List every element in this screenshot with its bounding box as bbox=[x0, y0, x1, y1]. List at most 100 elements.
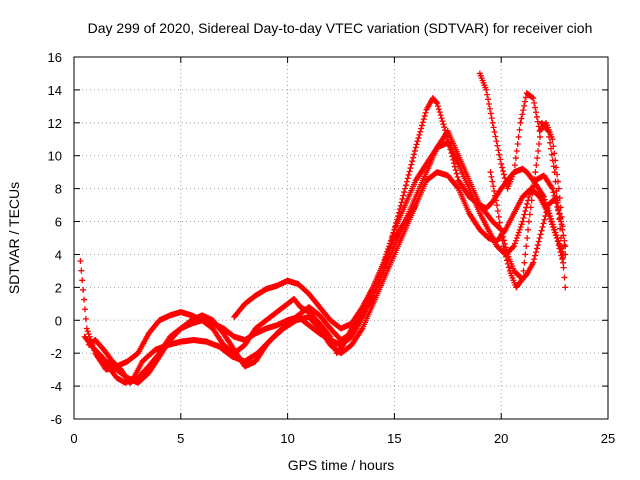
data-point-marker bbox=[537, 231, 544, 238]
data-point-marker bbox=[413, 141, 420, 148]
data-point-marker bbox=[550, 189, 557, 196]
data-point-marker bbox=[436, 109, 443, 116]
data-point-marker bbox=[511, 240, 518, 247]
data-point-marker bbox=[403, 178, 410, 185]
x-tick-label: 10 bbox=[280, 431, 294, 446]
data-point-marker bbox=[494, 207, 501, 214]
data-point-marker bbox=[498, 231, 505, 238]
y-tick-label: 8 bbox=[55, 182, 62, 197]
data-point-marker bbox=[519, 111, 526, 118]
data-point-marker bbox=[492, 133, 499, 140]
data-point-marker bbox=[536, 140, 543, 147]
data-point-marker bbox=[414, 138, 421, 145]
data-point-marker bbox=[547, 215, 554, 222]
data-point-marker bbox=[500, 171, 507, 178]
data-point-marker bbox=[522, 98, 529, 105]
data-point-marker bbox=[440, 121, 447, 128]
data-point-marker bbox=[408, 161, 415, 168]
data-point-marker bbox=[511, 162, 518, 169]
data-point-marker bbox=[81, 296, 88, 303]
data-point-marker bbox=[532, 249, 539, 256]
data-point-marker bbox=[553, 187, 560, 194]
series-track-1 bbox=[77, 95, 567, 373]
data-point-marker bbox=[548, 218, 555, 225]
data-point-marker bbox=[511, 243, 518, 250]
data-point-marker bbox=[532, 252, 539, 259]
data-point-marker bbox=[512, 155, 519, 162]
data-point-marker bbox=[405, 171, 412, 178]
data-point-marker bbox=[545, 128, 552, 135]
data-point-marker bbox=[527, 204, 534, 211]
data-point-marker bbox=[537, 126, 544, 133]
data-point-marker bbox=[397, 202, 404, 209]
data-point-marker bbox=[497, 156, 504, 163]
data-point-marker bbox=[524, 200, 531, 207]
data-point-marker bbox=[400, 192, 407, 199]
data-point-marker bbox=[540, 220, 547, 227]
data-point-marker bbox=[554, 238, 561, 245]
data-point-marker bbox=[410, 151, 417, 158]
series-track-3 bbox=[85, 139, 565, 386]
data-point-marker bbox=[535, 238, 542, 245]
data-point-marker bbox=[433, 99, 440, 106]
y-tick-label: 10 bbox=[48, 149, 62, 164]
data-point-marker bbox=[552, 178, 559, 185]
x-tick-label: 0 bbox=[70, 431, 77, 446]
data-point-marker bbox=[552, 232, 559, 239]
data-point-marker bbox=[525, 226, 532, 233]
series-track-5 bbox=[231, 202, 419, 332]
data-point-marker bbox=[490, 124, 497, 131]
data-point-marker bbox=[533, 113, 540, 120]
data-point-marker bbox=[520, 267, 527, 274]
x-tick-label: 5 bbox=[177, 431, 184, 446]
data-point-marker bbox=[85, 330, 92, 337]
y-tick-label: 0 bbox=[55, 313, 62, 328]
data-point-marker bbox=[493, 202, 500, 209]
plot-frame bbox=[73, 56, 609, 420]
data-point-marker bbox=[522, 207, 529, 214]
data-point-marker bbox=[419, 119, 426, 126]
data-point-marker bbox=[532, 169, 539, 176]
data-point-marker bbox=[529, 94, 536, 101]
data-point-marker bbox=[438, 115, 445, 122]
data-point-marker bbox=[522, 251, 529, 258]
data-point-marker bbox=[557, 249, 564, 256]
data-point-marker bbox=[504, 260, 511, 267]
data-point-marker bbox=[561, 274, 568, 281]
data-point-marker bbox=[491, 128, 498, 135]
data-point-marker bbox=[532, 109, 539, 116]
data-point-marker bbox=[420, 116, 427, 123]
data-point-marker bbox=[415, 135, 422, 142]
data-point-marker bbox=[549, 185, 556, 192]
y-tick-label: 6 bbox=[55, 215, 62, 230]
data-point-marker bbox=[488, 115, 495, 122]
data-point-marker bbox=[490, 183, 497, 190]
data-point-marker bbox=[501, 246, 508, 253]
data-point-marker bbox=[534, 242, 541, 249]
data-point-marker bbox=[409, 158, 416, 165]
data-point-marker bbox=[439, 118, 446, 125]
data-point-marker bbox=[550, 163, 557, 170]
data-point-marker bbox=[485, 101, 492, 108]
data-point-marker bbox=[516, 226, 523, 233]
data-point-marker bbox=[519, 218, 526, 225]
data-point-marker bbox=[560, 264, 567, 271]
data-point-marker bbox=[530, 259, 537, 266]
x-tick-labels: 0 5 10 15 20 25 bbox=[70, 431, 615, 446]
data-point-marker bbox=[542, 213, 549, 220]
data-point-marker bbox=[529, 190, 536, 197]
data-point-marker bbox=[499, 164, 506, 171]
data-point-marker bbox=[558, 244, 565, 251]
y-tick-label: 16 bbox=[48, 50, 62, 65]
data-point-marker bbox=[503, 253, 510, 260]
data-point-marker bbox=[523, 243, 530, 250]
data-point-marker bbox=[518, 277, 525, 284]
data-point-marker bbox=[538, 227, 545, 234]
y-tick-labels: -6 -4 -2 0 2 4 6 8 10 12 14 16 bbox=[48, 50, 62, 427]
data-point-marker bbox=[495, 213, 502, 220]
data-point-marker bbox=[539, 224, 546, 231]
data-point-marker bbox=[77, 258, 84, 265]
y-tick-label: 14 bbox=[48, 83, 62, 98]
data-point-marker bbox=[536, 133, 543, 140]
